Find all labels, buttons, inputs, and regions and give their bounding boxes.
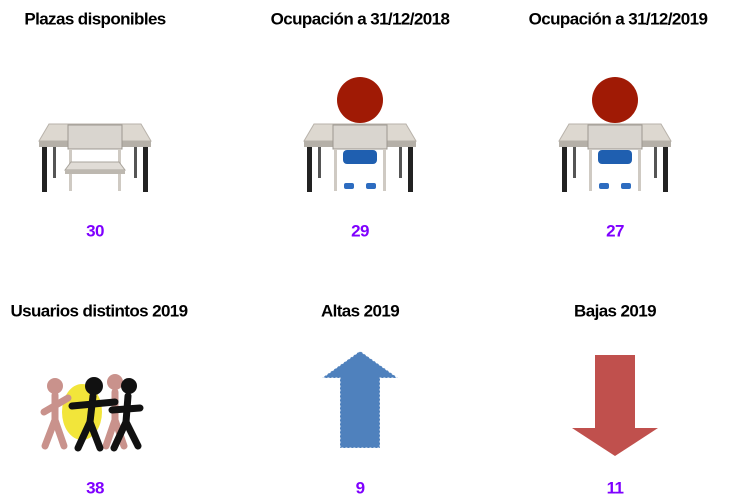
value: 38	[86, 478, 104, 497]
value: 27	[606, 221, 624, 240]
value: 30	[86, 221, 104, 240]
up-arrow-icon	[320, 350, 400, 449]
title: Ocupación a 31/12/2018	[271, 9, 450, 28]
empty-desk-icon	[38, 123, 152, 193]
title: Usuarios distintos 2019	[10, 301, 187, 320]
value: 9	[356, 478, 365, 497]
title: Ocupación a 31/12/2019	[529, 9, 708, 28]
occupied-desk-icon	[303, 77, 417, 193]
title: Plazas disponibles	[24, 9, 165, 28]
people-icon	[40, 374, 144, 452]
title: Bajas 2019	[574, 301, 656, 320]
value: 11	[607, 478, 624, 497]
down-arrow-icon	[572, 355, 658, 456]
title: Altas 2019	[321, 301, 399, 320]
occupied-desk-icon	[558, 77, 672, 193]
value: 29	[351, 221, 369, 240]
